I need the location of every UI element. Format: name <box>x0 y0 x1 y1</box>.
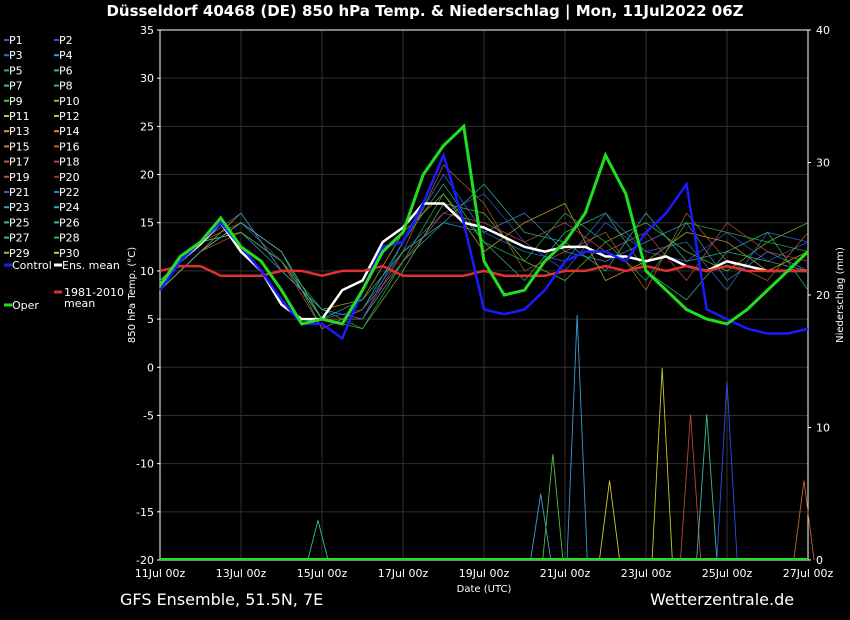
legend-label: P29 <box>9 247 30 260</box>
footer-model-info: GFS Ensemble, 51.5N, 7E <box>120 590 324 609</box>
legend-label: P22 <box>59 186 80 199</box>
legend-label: Control <box>12 259 52 272</box>
left-tick-label: -10 <box>136 458 154 471</box>
legend-label: P15 <box>9 140 30 153</box>
legend-label: P19 <box>9 171 30 184</box>
legend-label: P11 <box>9 110 30 123</box>
legend-label: P25 <box>9 216 30 229</box>
chart-title: Düsseldorf 40468 (DE) 850 hPa Temp. & Ni… <box>106 2 744 20</box>
legend-label: P21 <box>9 186 30 199</box>
right-tick-label: 20 <box>816 289 830 302</box>
precip-spike <box>530 493 552 561</box>
right-tick-label: 0 <box>816 554 823 567</box>
legend-label: P6 <box>59 64 73 77</box>
legend-label: P12 <box>59 110 80 123</box>
left-tick-label: -5 <box>143 409 154 422</box>
right-tick-label: 30 <box>816 157 830 170</box>
legend-label: P30 <box>59 247 80 260</box>
legend-label: P8 <box>59 80 73 93</box>
precip-spike <box>696 414 718 561</box>
left-tick-label: -20 <box>136 554 154 567</box>
precip-spike <box>566 314 588 561</box>
ensemble-member-line <box>159 183 809 320</box>
legend-label: P5 <box>9 64 23 77</box>
x-tick-label: 11Jul 00z <box>135 567 186 580</box>
x-tick-label: 21Jul 00z <box>540 567 591 580</box>
legend-label: P17 <box>9 156 30 169</box>
legend-label: P10 <box>59 95 80 108</box>
left-tick-label: 5 <box>147 313 154 326</box>
precip-spike <box>679 414 702 561</box>
ensemble-member-line <box>159 193 809 330</box>
legend-label: 1981-2010 <box>64 286 124 299</box>
x-axis-title: Date (UTC) <box>457 584 512 595</box>
precip-spike <box>793 480 815 561</box>
legend-label: Ens. mean <box>62 259 120 272</box>
precip-spike <box>651 367 673 561</box>
legend-label: P13 <box>9 125 30 138</box>
x-tick-label: 25Jul 00z <box>702 567 753 580</box>
left-tick-label: 15 <box>140 217 154 230</box>
legend-label: P23 <box>9 201 30 214</box>
legend-label: P2 <box>59 34 73 47</box>
x-tick-label: 23Jul 00z <box>621 567 672 580</box>
legend-label: mean <box>64 297 95 310</box>
legend-label: P1 <box>9 34 23 47</box>
right-tick-label: 40 <box>816 24 830 37</box>
precip-spike <box>598 480 621 561</box>
legend-label: P3 <box>9 49 23 62</box>
series-line-control <box>158 151 809 341</box>
left-tick-label: 20 <box>140 169 154 182</box>
x-tick-label: 15Jul 00z <box>297 567 348 580</box>
legend-label: P26 <box>59 216 80 229</box>
precip-spike <box>307 520 329 561</box>
ensemble-member-line <box>159 193 809 320</box>
legend-label: P20 <box>59 171 80 184</box>
left-tick-label: 0 <box>147 361 154 374</box>
legend-label: P28 <box>59 232 80 245</box>
legend-label: P4 <box>59 49 73 62</box>
left-tick-label: 30 <box>140 72 154 85</box>
x-tick-label: 17Jul 00z <box>378 567 429 580</box>
right-tick-label: 10 <box>816 422 830 435</box>
legend-label: P9 <box>9 95 23 108</box>
legend-label: P24 <box>59 201 80 214</box>
legend-label: P16 <box>59 140 80 153</box>
left-tick-label: 10 <box>140 265 154 278</box>
x-tick-label: 13Jul 00z <box>216 567 267 580</box>
legend-label: Oper <box>12 299 39 312</box>
legend-label: P7 <box>9 80 23 93</box>
x-tick-label: 27Jul 00z <box>783 567 834 580</box>
left-tick-label: 35 <box>140 24 154 37</box>
left-tick-label: -15 <box>136 506 154 519</box>
y-axis-title-right: Niederschlag (mm) <box>835 247 846 343</box>
precip-spike <box>542 453 564 561</box>
series-line-oper <box>158 123 810 326</box>
left-tick-label: 25 <box>140 120 154 133</box>
legend-label: P18 <box>59 156 80 169</box>
legend-label: P14 <box>59 125 80 138</box>
footer-site-name: Wetterzentrale.de <box>650 590 795 609</box>
legend-label: P27 <box>9 232 30 245</box>
y-axis-title-left: 850 hPa Temp. (°C) <box>127 247 138 343</box>
precip-spike <box>716 381 738 561</box>
x-tick-label: 19Jul 00z <box>459 567 510 580</box>
